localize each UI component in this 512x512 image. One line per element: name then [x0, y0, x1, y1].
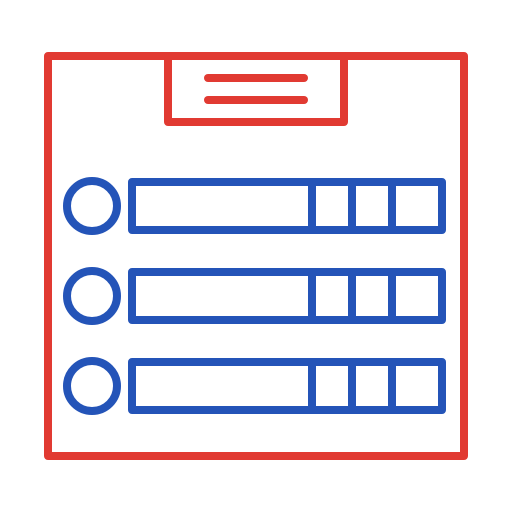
- checklist-icon: [0, 0, 512, 512]
